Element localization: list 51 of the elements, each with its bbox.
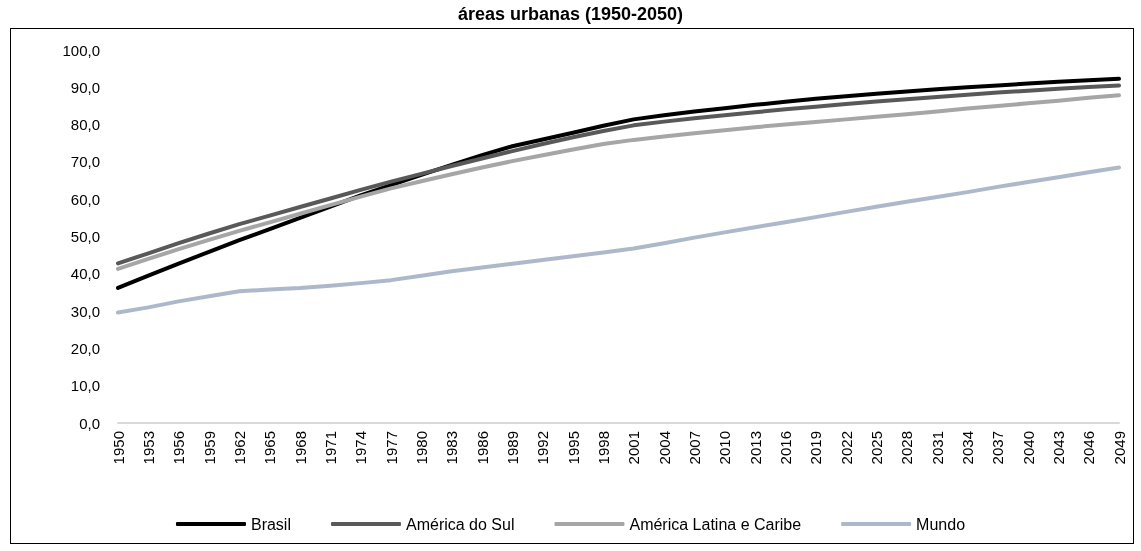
y-tick-label: 30,0 <box>70 302 100 320</box>
y-tick-label: 90,0 <box>70 78 100 96</box>
x-tick-label: 1983 <box>443 431 461 465</box>
x-tick-label: 2025 <box>867 431 885 465</box>
x-tick-label: 2049 <box>1110 431 1128 465</box>
x-tick-label: 1965 <box>261 431 279 465</box>
x-tick-label: 1968 <box>291 431 309 465</box>
x-tick-label: 2031 <box>928 431 946 465</box>
x-tick-label: 1986 <box>473 431 491 465</box>
y-tick-label: 10,0 <box>70 377 100 395</box>
legend-label: América Latina e Caribe <box>629 515 802 533</box>
x-tick-label: 1989 <box>503 431 521 465</box>
chart-title: áreas urbanas (1950-2050) <box>457 4 684 24</box>
y-tick-label: 80,0 <box>70 116 100 134</box>
x-tick-label: 1974 <box>352 431 370 465</box>
x-tick-label: 2001 <box>625 431 643 465</box>
x-tick-label: 2007 <box>685 431 703 465</box>
x-tick-label: 1992 <box>534 431 552 465</box>
x-tick-label: 2022 <box>837 431 855 465</box>
x-tick-label: 2040 <box>1019 431 1037 465</box>
x-tick-label: 1977 <box>382 431 400 465</box>
x-tick-label: 1953 <box>139 431 157 465</box>
x-tick-label: 2043 <box>1049 431 1067 465</box>
y-tick-label: 60,0 <box>70 190 100 208</box>
y-tick-label: 0,0 <box>79 414 100 432</box>
x-tick-label: 1950 <box>109 431 127 465</box>
x-tick-label: 1956 <box>170 431 188 465</box>
y-tick-label: 50,0 <box>70 228 100 245</box>
x-tick-label: 2010 <box>716 431 734 465</box>
x-tick-label: 2019 <box>807 431 825 465</box>
legend-label: Mundo <box>916 515 966 533</box>
x-tick-label: 2034 <box>958 431 976 465</box>
x-tick-label: 2016 <box>776 431 794 465</box>
x-tick-label: 2004 <box>655 431 673 465</box>
line-series <box>116 165 1121 315</box>
x-tick-label: 1971 <box>321 431 339 465</box>
x-tick-label: 1980 <box>412 431 430 465</box>
y-tick-label: 70,0 <box>70 153 100 171</box>
x-tick-label: 2028 <box>898 431 916 465</box>
x-tick-label: 1959 <box>200 431 218 465</box>
x-tick-label: 2046 <box>1080 431 1098 465</box>
x-tick-label: 2037 <box>989 431 1007 465</box>
x-tick-label: 1962 <box>230 431 248 465</box>
y-tick-label: 100,0 <box>62 41 100 59</box>
y-tick-label: 20,0 <box>70 339 100 357</box>
y-tick-label: 40,0 <box>70 265 100 283</box>
legend-label: Brasil <box>250 515 291 533</box>
x-tick-label: 1998 <box>594 431 612 465</box>
x-tick-label: 2013 <box>746 431 764 465</box>
legend-label: América do Sul <box>405 515 515 533</box>
x-tick-label: 1995 <box>564 431 582 465</box>
